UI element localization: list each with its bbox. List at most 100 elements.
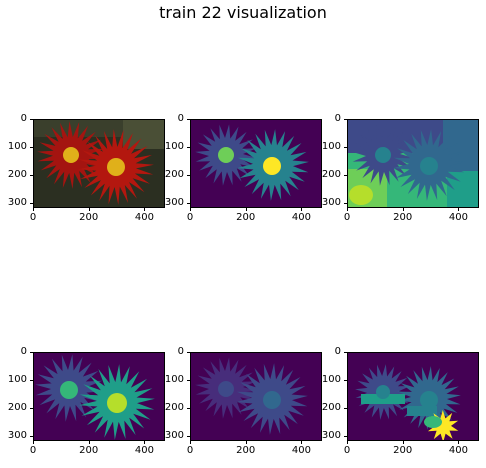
y-tick-label: 100 (164, 374, 184, 386)
x-tick-label: 0 (343, 445, 351, 456)
flower-right-center (420, 391, 438, 409)
y-tick-mark (187, 119, 190, 120)
panel-mask-4 (33, 352, 165, 441)
x-tick-label: 200 (393, 445, 413, 456)
flower-left-center (63, 147, 79, 163)
mask-green-region (424, 416, 442, 428)
y-tick-mark (344, 352, 347, 353)
panel-photo-image (33, 119, 165, 208)
panel-photo (33, 119, 165, 208)
y-tick-label: 300 (7, 430, 27, 442)
y-tick-label: 300 (164, 197, 184, 209)
x-tick-label: 400 (448, 212, 468, 223)
y-tick-mark (30, 380, 33, 381)
x-tick-mark (190, 208, 191, 211)
y-tick-label: 200 (7, 169, 27, 181)
y-tick-mark (30, 436, 33, 437)
flower-right-center (420, 157, 438, 175)
x-tick-label: 400 (134, 212, 154, 223)
flower-right-center (263, 391, 281, 409)
y-tick-label: 300 (164, 430, 184, 442)
y-tick-mark (344, 436, 347, 437)
y-tick-label: 200 (7, 402, 27, 414)
y-tick-label: 100 (7, 141, 27, 153)
y-tick-mark (187, 352, 190, 353)
x-tick-mark (33, 208, 34, 211)
y-tick-label: 100 (321, 141, 341, 153)
x-tick-mark (89, 441, 90, 444)
y-tick-mark (30, 119, 33, 120)
y-tick-mark (30, 408, 33, 409)
x-tick-label: 400 (291, 212, 311, 223)
x-tick-label: 0 (186, 445, 194, 456)
y-tick-mark (344, 203, 347, 204)
x-tick-label: 0 (29, 445, 37, 456)
figure-title: train 22 visualization (159, 3, 327, 22)
x-tick-label: 200 (79, 445, 99, 456)
y-tick-label: 300 (7, 197, 27, 209)
y-tick-label: 100 (164, 141, 184, 153)
y-tick-mark (344, 408, 347, 409)
flower-right-center (107, 158, 125, 176)
y-tick-mark (30, 352, 33, 353)
x-tick-mark (190, 441, 191, 444)
y-tick-mark (187, 408, 190, 409)
y-tick-label: 0 (20, 113, 27, 124)
mask-band-mid (407, 406, 437, 416)
panel-mask-3-image (347, 119, 479, 208)
panel-mask-2 (190, 119, 322, 208)
axes-frame (33, 119, 165, 208)
panel-mask-5 (190, 352, 322, 441)
x-tick-label: 400 (134, 445, 154, 456)
y-tick-mark (187, 147, 190, 148)
flower-left-center (218, 381, 234, 397)
x-tick-mark (458, 441, 459, 444)
axes-frame (33, 352, 165, 441)
y-tick-mark (30, 203, 33, 204)
x-tick-label: 400 (291, 445, 311, 456)
x-tick-mark (246, 208, 247, 211)
axes-frame (347, 119, 479, 208)
y-tick-label: 0 (334, 113, 341, 124)
axes-frame (190, 119, 322, 208)
x-tick-label: 0 (343, 212, 351, 223)
panel-mask-5-image (190, 352, 322, 441)
y-tick-label: 100 (321, 374, 341, 386)
flower-right-center (107, 393, 127, 413)
panel-mask-6-image (347, 352, 479, 441)
x-tick-label: 200 (79, 212, 99, 223)
y-tick-label: 0 (334, 346, 341, 357)
panel-mask-6 (347, 352, 479, 441)
y-tick-label: 0 (177, 346, 184, 357)
x-tick-mark (458, 208, 459, 211)
y-tick-label: 200 (321, 169, 341, 181)
x-tick-mark (246, 441, 247, 444)
x-tick-label: 200 (236, 445, 256, 456)
x-tick-mark (144, 441, 145, 444)
panel-mask-2-image (190, 119, 322, 208)
x-tick-label: 0 (186, 212, 194, 223)
y-tick-mark (344, 119, 347, 120)
y-tick-label: 200 (321, 402, 341, 414)
x-tick-mark (347, 441, 348, 444)
y-tick-mark (187, 203, 190, 204)
photo-foliage-right (123, 119, 165, 149)
flower-left-center (376, 385, 390, 399)
panel-mask-4-image (33, 352, 165, 441)
y-tick-mark (344, 175, 347, 176)
y-tick-label: 300 (321, 430, 341, 442)
x-tick-mark (403, 208, 404, 211)
y-tick-mark (30, 147, 33, 148)
x-tick-mark (301, 208, 302, 211)
flower-left-center (375, 147, 391, 163)
panel-mask-3 (347, 119, 479, 208)
flower-left-center (218, 147, 234, 163)
y-tick-label: 0 (177, 113, 184, 124)
y-tick-label: 300 (321, 197, 341, 209)
x-tick-mark (403, 441, 404, 444)
y-tick-mark (187, 175, 190, 176)
x-tick-mark (347, 208, 348, 211)
mask-bright-spot (349, 185, 373, 205)
y-tick-mark (187, 436, 190, 437)
x-tick-mark (89, 208, 90, 211)
